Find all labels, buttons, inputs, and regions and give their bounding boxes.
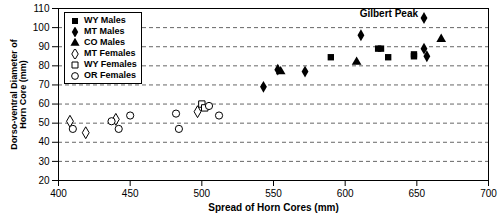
html-text:MT Females: MT Females <box>84 48 136 58</box>
svg-text:50: 50 <box>38 117 50 128</box>
svg-text:400: 400 <box>50 188 67 199</box>
svg-text:80: 80 <box>38 60 50 71</box>
html-text:WY Males: WY Males <box>84 15 126 25</box>
svg-text:40: 40 <box>38 136 50 147</box>
svg-text:100: 100 <box>33 22 50 33</box>
html-text:CO Males: CO Males <box>84 37 125 47</box>
svg-text:Gilbert Peak: Gilbert Peak <box>360 8 419 19</box>
svg-text:Spread of Horn Cores (mm): Spread of Horn Cores (mm) <box>208 202 339 213</box>
svg-text:500: 500 <box>193 188 210 199</box>
svg-text:700: 700 <box>480 188 497 199</box>
svg-text:60: 60 <box>38 98 50 109</box>
html-text:WY Females: WY Females <box>84 59 137 69</box>
svg-text:450: 450 <box>122 188 139 199</box>
html-text:OR Females: OR Females <box>84 70 136 80</box>
svg-text:20: 20 <box>38 175 50 186</box>
svg-text:30: 30 <box>38 156 50 167</box>
svg-text:600: 600 <box>337 188 354 199</box>
svg-text:550: 550 <box>265 188 282 199</box>
svg-text:Dorso-ventral Diameter ofHorn: Dorso-ventral Diameter ofHorn Core (mm) <box>9 38 28 150</box>
html-text:MT Males: MT Males <box>84 26 125 36</box>
svg-text:90: 90 <box>38 41 50 52</box>
svg-text:70: 70 <box>38 79 50 90</box>
svg-text:110: 110 <box>34 3 50 14</box>
svg-text:650: 650 <box>408 188 425 199</box>
